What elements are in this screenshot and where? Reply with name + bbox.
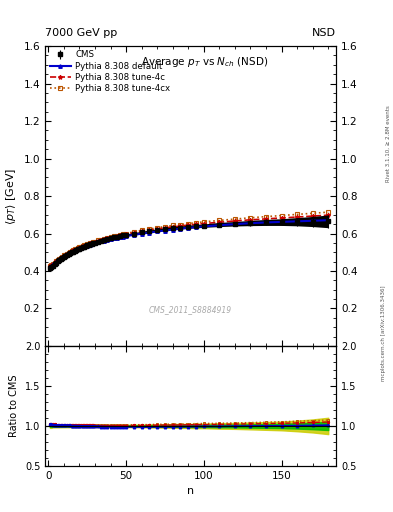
- Pythia 8.308 tune-4c: [147, 227, 152, 233]
- Text: Average $p_T$ vs $N_{ch}$ (NSD): Average $p_T$ vs $N_{ch}$ (NSD): [141, 55, 269, 69]
- Pythia 8.308 tune-4cx: [69, 248, 74, 254]
- Line: Pythia 8.308 tune-4cx: Pythia 8.308 tune-4cx: [48, 210, 330, 268]
- Pythia 8.308 default: [326, 217, 331, 223]
- Legend: CMS, Pythia 8.308 default, Pythia 8.308 tune-4c, Pythia 8.308 tune-4cx: CMS, Pythia 8.308 default, Pythia 8.308 …: [48, 49, 172, 95]
- Line: Pythia 8.308 default: Pythia 8.308 default: [48, 219, 330, 268]
- Pythia 8.308 tune-4cx: [326, 209, 331, 215]
- Pythia 8.308 tune-4cx: [194, 220, 198, 226]
- Y-axis label: $\langle p_T \rangle$ [GeV]: $\langle p_T \rangle$ [GeV]: [4, 167, 18, 225]
- Text: 7000 GeV pp: 7000 GeV pp: [45, 28, 118, 38]
- Text: Rivet 3.1.10, ≥ 2.8M events: Rivet 3.1.10, ≥ 2.8M events: [386, 105, 391, 182]
- Pythia 8.308 tune-4c: [295, 214, 299, 220]
- Pythia 8.308 tune-4c: [121, 232, 125, 238]
- Pythia 8.308 tune-4cx: [147, 226, 152, 232]
- Pythia 8.308 default: [121, 233, 125, 240]
- Pythia 8.308 tune-4c: [326, 212, 331, 218]
- Y-axis label: Ratio to CMS: Ratio to CMS: [9, 375, 19, 437]
- Pythia 8.308 default: [68, 249, 72, 255]
- Pythia 8.308 default: [48, 264, 52, 270]
- X-axis label: n: n: [187, 486, 194, 496]
- Line: Pythia 8.308 tune-4c: Pythia 8.308 tune-4c: [48, 213, 331, 269]
- Pythia 8.308 tune-4cx: [121, 231, 125, 237]
- Pythia 8.308 tune-4c: [48, 263, 52, 269]
- Pythia 8.308 default: [295, 218, 299, 224]
- Pythia 8.308 tune-4c: [194, 221, 198, 227]
- Pythia 8.308 tune-4cx: [68, 249, 72, 255]
- Pythia 8.308 default: [147, 229, 152, 236]
- Text: CMS_2011_S8884919: CMS_2011_S8884919: [149, 306, 232, 314]
- Text: mcplots.cern.ch [arXiv:1306.3436]: mcplots.cern.ch [arXiv:1306.3436]: [381, 285, 386, 380]
- Pythia 8.308 tune-4c: [69, 248, 74, 254]
- Text: NSD: NSD: [312, 28, 336, 38]
- Pythia 8.308 tune-4c: [68, 249, 72, 255]
- Pythia 8.308 default: [69, 249, 74, 255]
- Pythia 8.308 tune-4cx: [48, 263, 52, 269]
- Pythia 8.308 default: [194, 224, 198, 230]
- Pythia 8.308 tune-4cx: [295, 211, 299, 218]
